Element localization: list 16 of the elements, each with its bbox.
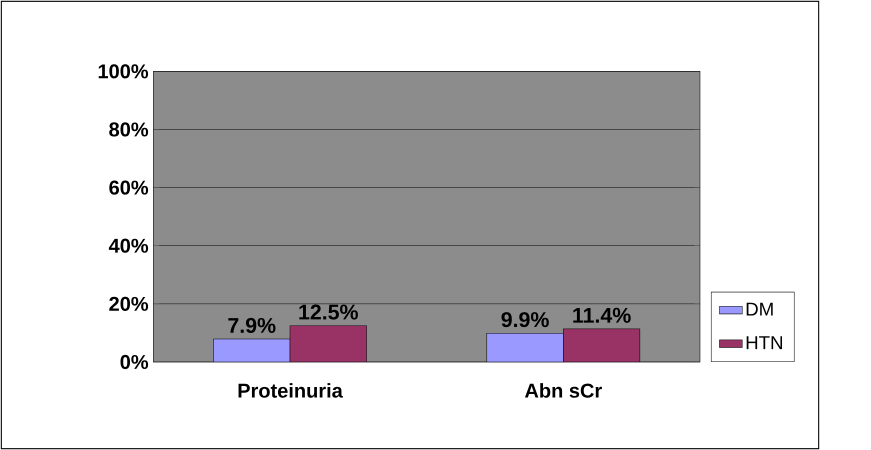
data-label: 12.5% [299, 304, 358, 320]
y-tick-label: 100% [98, 64, 148, 78]
y-tick-label: 0% [120, 354, 148, 370]
y-tick-label: 80% [109, 122, 148, 137]
y-tick-label: 20% [109, 296, 148, 311]
legend-label: DM [746, 302, 773, 316]
bar [213, 338, 290, 362]
y-tick-label: 60% [109, 180, 148, 195]
data-label: 7.9% [228, 318, 276, 333]
data-label: 11.4% [573, 308, 631, 323]
data-label: 9.9% [501, 312, 549, 328]
legend-label: HTN [746, 336, 782, 350]
bar [486, 332, 564, 362]
x-tick-label: Proteinuria [238, 383, 343, 398]
y-tick-label: 40% [108, 238, 148, 253]
x-tick-label: Abn sCr [524, 383, 602, 398]
